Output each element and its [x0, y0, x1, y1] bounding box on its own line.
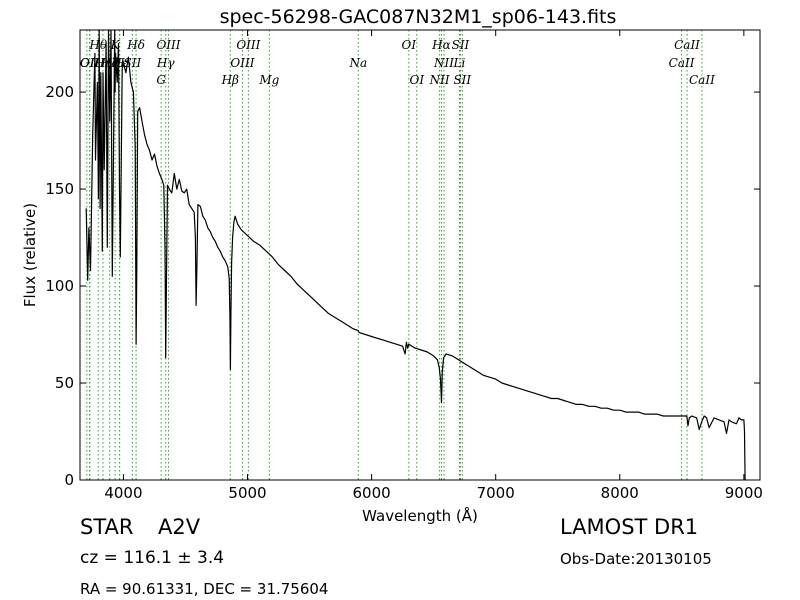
- x-tick-label: 7000: [477, 484, 515, 502]
- spectral-line-labels: OIIOIIHθHηHζKHHεSIIHδGHγOIIIHβOIIIOIIIMg…: [80, 38, 715, 87]
- x-tick-label: 4000: [104, 484, 142, 502]
- y-tick-label: 200: [45, 83, 74, 101]
- line-marker-label: Hθ: [88, 38, 107, 52]
- line-marker-label: NII: [429, 73, 450, 87]
- line-marker-label: Hβ: [221, 73, 239, 87]
- line-marker-label: OI: [409, 73, 424, 87]
- spectrum-series: [85, 29, 746, 481]
- line-marker-label: SII: [452, 38, 470, 52]
- line-marker-label: Hα: [431, 38, 451, 52]
- line-marker-label: OIII: [230, 56, 254, 70]
- y-tick-label: 150: [45, 180, 74, 198]
- line-marker-label: NII: [433, 56, 454, 70]
- x-axis-label: Wavelength (Å): [362, 506, 478, 525]
- y-tick-label: 50: [55, 374, 74, 392]
- axis-ticks: 4000 5000 6000 7000 8000 9000 0 50 100 150 200: [45, 30, 763, 502]
- sky-coordinates: RA = 90.61331, DEC = 31.75604: [80, 580, 329, 598]
- line-marker-label: G: [156, 73, 166, 87]
- plot-frame: [79, 29, 761, 481]
- survey-name: LAMOST DR1: [560, 515, 699, 539]
- x-tick-label: 8000: [601, 484, 639, 502]
- line-marker-label: CaII: [689, 73, 715, 87]
- y-tick-label: 0: [64, 471, 74, 489]
- line-marker-label: Na: [349, 56, 368, 70]
- object-class: STAR: [80, 515, 134, 539]
- line-marker-label: Mg: [258, 73, 279, 87]
- x-tick-label: 9000: [725, 484, 763, 502]
- line-marker-label: SII: [453, 73, 471, 87]
- line-marker-label: Hδ: [126, 38, 145, 52]
- line-marker-label: OIII: [236, 38, 260, 52]
- y-axis-label: Flux (relative): [21, 203, 39, 307]
- line-marker-label: CaII: [669, 56, 695, 70]
- line-marker-label: CaII: [674, 38, 700, 52]
- spectrum-line: [85, 29, 746, 481]
- line-marker-label: Hγ: [156, 56, 175, 70]
- observation-date: Obs-Date:20130105: [560, 550, 712, 568]
- y-tick-label: 100: [45, 277, 74, 295]
- line-marker-label: Li: [453, 56, 466, 70]
- spectral-line-markers: [86, 30, 703, 480]
- line-marker-label: OIII: [156, 38, 180, 52]
- redshift-value: cz = 116.1 ± 3.4: [80, 548, 225, 568]
- x-tick-label: 6000: [353, 484, 391, 502]
- x-tick-label: 5000: [228, 484, 266, 502]
- chart-title: spec-56298-GAC087N32M1_sp06-143.fits: [220, 6, 617, 28]
- line-marker-label: OI: [402, 38, 417, 52]
- object-subclass: A2V: [158, 515, 201, 539]
